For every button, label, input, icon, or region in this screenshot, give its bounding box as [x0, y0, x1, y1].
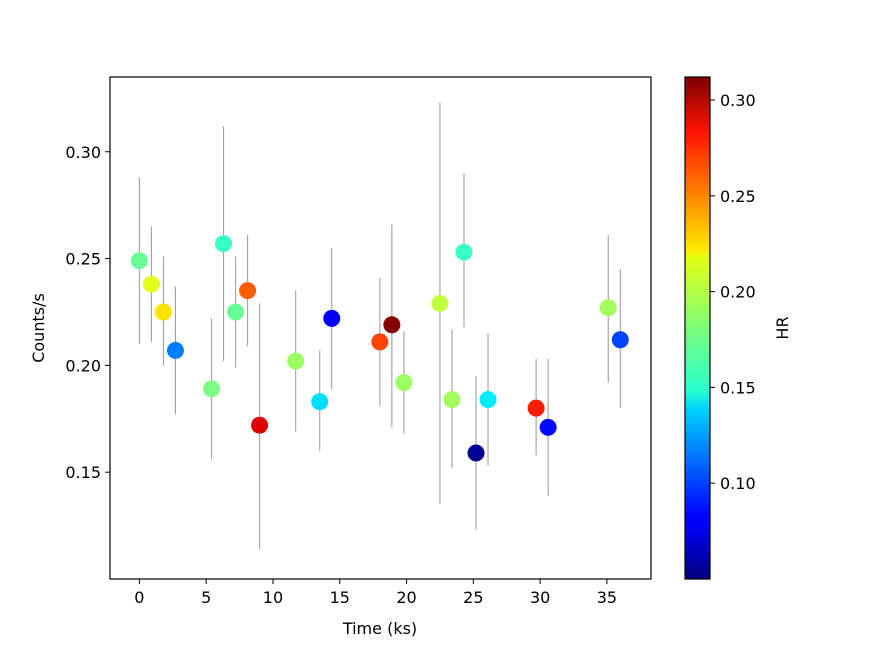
colorbar-tick-label: 0.15	[720, 378, 756, 397]
colorbar-tick-label: 0.30	[720, 91, 756, 110]
data-point	[130, 252, 148, 270]
data-point	[227, 303, 245, 321]
x-tick-label: 10	[263, 588, 283, 607]
data-point	[467, 444, 485, 462]
x-tick-label: 20	[396, 588, 416, 607]
plot-frame	[109, 76, 652, 580]
data-point	[479, 391, 497, 409]
data-point	[215, 235, 233, 253]
colorbar-ticks: 0.10 0.15 0.20 0.25 0.30	[710, 91, 756, 493]
colorbar-gradient	[684, 76, 711, 580]
data-point	[599, 299, 617, 317]
data-point	[311, 393, 329, 411]
data-point	[611, 331, 629, 349]
x-tick-label: 25	[463, 588, 483, 607]
data-point	[287, 352, 305, 370]
y-axis-label: Counts/s	[29, 293, 48, 363]
data-point	[251, 416, 269, 434]
data-point	[142, 275, 160, 293]
x-axis-label: Time (ks)	[342, 619, 417, 638]
y-tick-label: 0.15	[65, 463, 101, 482]
colorbar-tick-label: 0.10	[720, 474, 756, 493]
data-point	[383, 316, 401, 334]
data-point	[395, 373, 413, 391]
data-point	[166, 341, 184, 359]
y-tick-label: 0.30	[65, 143, 101, 162]
data-point	[431, 294, 449, 312]
data-markers	[130, 235, 629, 462]
colorbar-tick-label: 0.20	[720, 283, 756, 302]
error-bars	[138, 102, 621, 550]
x-tick-label: 35	[597, 588, 617, 607]
data-point	[455, 243, 473, 261]
plot-area	[109, 76, 652, 580]
x-axis: 0 5 10 15 20 25 30 35	[134, 579, 617, 607]
data-point	[323, 309, 341, 327]
x-tick-label: 30	[530, 588, 550, 607]
data-point	[527, 399, 545, 417]
colorbar-tick-label: 0.25	[720, 187, 756, 206]
data-point	[239, 282, 257, 300]
colorbar: 0.10 0.15 0.20 0.25 0.30 HR	[684, 76, 792, 580]
colorbar-label: HR	[773, 316, 792, 339]
y-axis: 0.15 0.20 0.25 0.30	[65, 143, 110, 482]
data-point	[154, 303, 172, 321]
y-tick-label: 0.20	[65, 356, 101, 375]
data-point	[443, 391, 461, 409]
x-tick-label: 5	[201, 588, 211, 607]
data-point	[539, 418, 557, 436]
x-tick-label: 15	[330, 588, 350, 607]
x-tick-label: 0	[134, 588, 144, 607]
y-tick-label: 0.25	[65, 250, 101, 269]
data-point	[203, 380, 221, 398]
data-point	[371, 333, 389, 351]
